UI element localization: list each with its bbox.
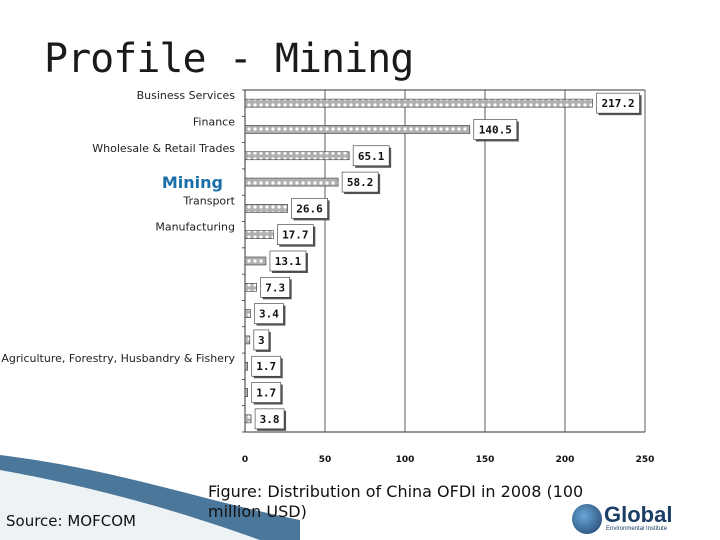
bar xyxy=(244,151,350,161)
value-label: 3.8 xyxy=(260,413,280,426)
category-label: Finance xyxy=(193,115,235,128)
bar xyxy=(244,204,288,213)
bar xyxy=(244,361,249,371)
value-label: 65.1 xyxy=(358,150,385,163)
value-label: 13.1 xyxy=(275,255,302,268)
value-label: 1.7 xyxy=(256,360,276,373)
category-label: Manufacturing xyxy=(155,221,235,234)
value-label: 58.2 xyxy=(347,176,374,189)
bar xyxy=(244,98,593,108)
bar xyxy=(244,177,339,187)
bar xyxy=(244,414,252,424)
bar xyxy=(244,309,251,318)
category-label: Business Services xyxy=(137,89,236,102)
value-label-box xyxy=(341,171,379,193)
bar xyxy=(244,256,267,266)
value-label-box xyxy=(253,329,270,351)
value-label: 3.4 xyxy=(259,308,279,321)
logo: Global Environmental Institute xyxy=(570,500,720,540)
bar xyxy=(244,335,251,345)
value-label-box xyxy=(473,119,518,140)
x-tick-label: 250 xyxy=(636,455,655,465)
category-label: Agriculture, Forestry, Husbandry & Fishe… xyxy=(1,352,235,365)
bar-layer xyxy=(244,98,593,424)
x-tick-label: 150 xyxy=(476,455,495,465)
value-label-box xyxy=(254,408,285,430)
x-tick-label: 50 xyxy=(319,455,332,465)
bar xyxy=(244,125,471,134)
logo-subtext: Environmental Institute xyxy=(606,526,668,532)
value-label-box xyxy=(251,355,282,377)
value-label-box xyxy=(596,92,640,114)
value-label-box xyxy=(260,277,290,298)
x-tick-label: 200 xyxy=(556,455,575,465)
value-label: 17.7 xyxy=(282,229,309,242)
value-label: 217.2 xyxy=(601,97,634,110)
slide-title: Profile - Mining xyxy=(44,36,414,82)
category-label-highlight: Mining xyxy=(162,173,223,192)
x-tick-label: 0 xyxy=(242,455,248,465)
x-tick-label: 100 xyxy=(396,455,415,465)
value-label: 26.6 xyxy=(296,202,323,215)
bar xyxy=(244,388,249,397)
theme-swoosh-inner xyxy=(0,470,260,540)
bar xyxy=(244,283,257,292)
value-label: 7.3 xyxy=(265,281,285,294)
bar xyxy=(244,230,274,239)
value-label: 140.5 xyxy=(479,123,512,136)
value-label-box xyxy=(269,250,307,272)
tick-layer: 0 50 100 150 200 250 xyxy=(242,455,655,465)
value-label: 1.7 xyxy=(256,387,276,400)
value-label-box xyxy=(277,224,314,245)
source-note: Source: MOFCOM xyxy=(6,512,136,530)
category-label: Transport xyxy=(182,194,235,207)
value-label-box xyxy=(254,303,284,324)
logo-text: Global xyxy=(604,502,673,527)
value-label-box xyxy=(291,198,328,219)
grid-layer xyxy=(0,89,646,540)
value-label-box xyxy=(352,145,390,167)
category-label: Wholesale & Retail Trades xyxy=(92,142,235,155)
globe-icon xyxy=(572,504,602,534)
figure-caption: Figure: Distribution of China OFDI in 20… xyxy=(208,482,584,521)
value-label-box xyxy=(251,382,282,403)
label-layer: 217.2 Business Services 140.5 Finance 65.1 Wh… xyxy=(1,89,642,431)
value-label: 3 xyxy=(258,334,265,347)
